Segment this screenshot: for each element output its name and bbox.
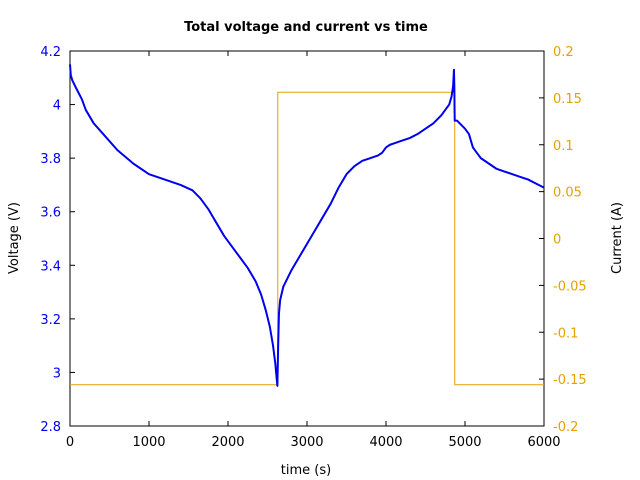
y-right-tick-label: 0.15 <box>553 92 582 107</box>
y-left-tick-label: 3 <box>53 366 61 381</box>
y-right-tick-label: -0.05 <box>553 279 587 294</box>
y-left-tick-label: 3.8 <box>40 152 61 167</box>
y-axis-right-ticks: -0.2 -0.15 -0.1 -0.05 0 0.05 0.1 0.15 0.2 <box>539 45 587 435</box>
y-right-tick-label: 0.2 <box>553 45 574 60</box>
y-right-tick-label: 0.1 <box>553 139 574 154</box>
y-axis-left-ticks: 2.8 3 3.2 3.4 3.6 3.8 4 4.2 <box>40 45 75 435</box>
y-right-tick-label: 0.05 <box>553 186 582 201</box>
y-axis-right-label: Current (A) <box>610 202 625 274</box>
x-tick-label: 0 <box>66 435 74 450</box>
chart-title: Total voltage and current vs time <box>184 20 428 35</box>
y-right-tick-label: -0.2 <box>553 420 578 435</box>
x-tick-label: 5000 <box>448 435 481 450</box>
x-tick-label: 4000 <box>369 435 402 450</box>
y-right-tick-label: -0.15 <box>553 373 587 388</box>
x-tick-label: 1000 <box>132 435 165 450</box>
y-left-tick-label: 4 <box>53 99 61 114</box>
plot-area <box>69 50 545 427</box>
plot-frame <box>69 50 545 427</box>
y-axis-left-label: Voltage (V) <box>7 202 22 274</box>
x-axis-label: time (s) <box>281 463 331 478</box>
x-tick-label: 2000 <box>211 435 244 450</box>
y-left-tick-label: 2.8 <box>40 420 61 435</box>
x-axis-ticks: 0 1000 2000 3000 4000 5000 6000 <box>66 51 561 450</box>
series-line-current <box>70 91 544 386</box>
y-right-tick-label: -0.1 <box>553 326 578 341</box>
y-left-tick-label: 3.2 <box>40 313 61 328</box>
series-line-voltage <box>69 64 545 387</box>
x-tick-label: 3000 <box>290 435 323 450</box>
y-left-tick-label: 4.2 <box>40 45 61 60</box>
y-left-tick-label: 3.6 <box>40 206 61 221</box>
y-left-tick-label: 3.4 <box>40 259 61 274</box>
y-right-tick-label: 0 <box>553 233 561 248</box>
x-tick-label: 6000 <box>527 435 560 450</box>
